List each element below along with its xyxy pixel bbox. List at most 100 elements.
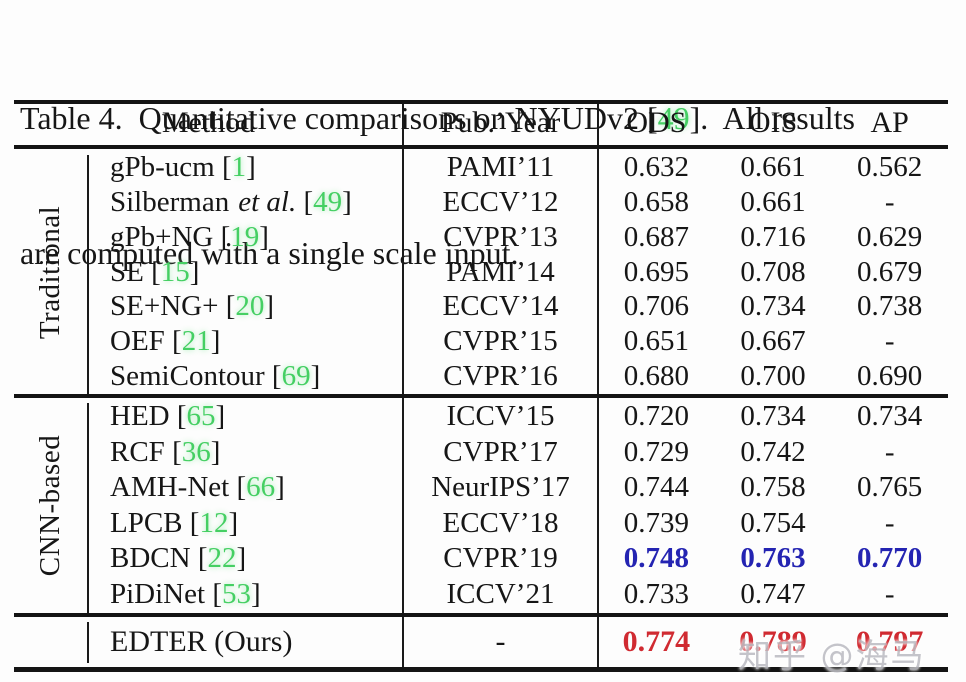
method-cell: SE [15] — [88, 256, 403, 289]
method-cell: gPb-ucm [1] — [88, 151, 403, 184]
cite-close-bracket: ] — [189, 255, 200, 288]
group-separator-rule-1 — [14, 394, 948, 398]
table-row: SE [15] PAMI’14 0.695 0.708 0.679 — [14, 255, 948, 290]
pub-year-cell: ECCV’18 — [442, 506, 559, 539]
citation-number: 22 — [207, 542, 237, 575]
ods-value: 0.695 — [623, 255, 689, 288]
citation-number: 21 — [181, 325, 211, 358]
method-cell: LPCB [12] — [88, 507, 403, 540]
citation-number: 12 — [199, 506, 229, 539]
cite-open-bracket: [ — [296, 185, 314, 218]
table-row: SE+NG+ [20] ECCV’14 0.706 0.734 0.738 — [14, 289, 948, 324]
citation-number: 49 — [313, 185, 343, 218]
pub-year-cell: CVPR’15 — [443, 325, 558, 358]
ois-value: 0.700 — [740, 360, 806, 393]
method-cell: PiDiNet [53] — [88, 578, 403, 611]
ap-value: - — [884, 506, 895, 539]
caption-line-2: are computed with a single scale input. — [20, 235, 519, 271]
ods-value: 0.651 — [623, 325, 689, 358]
method-cell: RCF [36] — [88, 436, 403, 469]
pub-year-cell: ECCV’14 — [442, 290, 559, 323]
pub-year-cell: CVPR’13 — [443, 220, 558, 253]
cite-close-bracket: ] — [228, 506, 239, 539]
method-cell: AMH-Net [66] — [88, 471, 403, 504]
method-cell: SE+NG+ [20] — [88, 290, 403, 323]
column-divider — [597, 149, 599, 394]
cnn-based-group-rows: HED [65] ICCV’15 0.720 0.734 0.734 RCF [… — [14, 399, 948, 612]
method-name: SE — [110, 255, 144, 288]
pub-year-cell: ICCV’15 — [446, 400, 555, 433]
citation-number: 36 — [181, 435, 211, 468]
header-pub-year: Pub.’Year — [440, 106, 561, 139]
ap-value: 0.734 — [857, 400, 923, 433]
pub-year-cell: ICCV’21 — [446, 577, 555, 610]
method-cell: SemiContour [69] — [88, 360, 403, 393]
table-top-rule — [14, 100, 948, 104]
cite-open-bracket: [ — [229, 471, 247, 504]
cite-open-bracket: [ — [143, 255, 161, 288]
method-name: HED — [110, 400, 170, 433]
ois-value: 0.661 — [740, 185, 806, 218]
cite-close-bracket: ] — [259, 220, 269, 253]
cite-close-bracket: ] — [275, 471, 285, 504]
ap-value: - — [884, 435, 895, 468]
cite-close-bracket: ] — [210, 435, 221, 468]
ap-value: - — [884, 185, 895, 218]
pub-year-cell: CVPR’19 — [443, 542, 558, 575]
ap-value-ours: 0.797 — [855, 625, 924, 658]
table-row: gPb+NG [19] CVPR’13 0.687 0.716 0.629 — [14, 220, 948, 255]
method-name: EDTER (Ours) — [110, 625, 293, 658]
group-label-divider — [87, 622, 89, 663]
ods-value-best: 0.748 — [623, 542, 689, 575]
citation-number: 19 — [230, 220, 260, 253]
method-name: gPb-ucm — [110, 150, 215, 183]
header-bottom-rule — [14, 145, 948, 149]
header-method: Method — [161, 106, 256, 139]
ods-value: 0.658 — [623, 185, 689, 218]
table-row: RCF [36] CVPR’17 0.729 0.742 - — [14, 435, 948, 471]
method-cell: OEF [21] — [88, 325, 403, 358]
citation-number: 53 — [221, 577, 251, 610]
ap-value: 0.562 — [857, 150, 923, 183]
column-divider — [402, 398, 404, 613]
ods-value: 0.744 — [623, 471, 689, 504]
method-name: PiDiNet — [110, 577, 206, 610]
caption-text: Table 4. Quantitative comparisons on NYU… — [20, 100, 647, 136]
pub-year-cell: PAMI’11 — [446, 150, 555, 183]
method-name: AMH-Net — [110, 471, 230, 504]
method-name: SemiContour — [110, 360, 265, 393]
ap-value: - — [884, 577, 895, 610]
ois-value: 0.754 — [740, 506, 806, 539]
method-cell: BDCN [22] — [88, 542, 403, 575]
table-header-row: Method Pub.’Year ODS OIS AP — [14, 101, 948, 145]
citation-number: 65 — [186, 400, 216, 433]
table-row: HED [65] ICCV’15 0.720 0.734 0.734 — [14, 399, 948, 435]
citation-number: 69 — [281, 360, 311, 393]
header-ois: OIS — [748, 106, 798, 139]
table-row: LPCB [12] ECCV’18 0.739 0.754 - — [14, 506, 948, 542]
ods-value: 0.687 — [623, 220, 689, 253]
ois-value: 0.667 — [740, 325, 806, 358]
ods-value: 0.632 — [623, 150, 689, 183]
ods-value: 0.680 — [623, 360, 689, 393]
method-cell: EDTER (Ours) — [88, 625, 403, 659]
citation-number: 15 — [160, 255, 190, 288]
ods-value-ours: 0.774 — [622, 625, 691, 658]
ods-value: 0.739 — [623, 506, 689, 539]
table-row: gPb-ucm [1] PAMI’11 0.632 0.661 0.562 — [14, 150, 948, 185]
pub-year-cell: CVPR’16 — [443, 360, 558, 393]
method-name: OEF — [110, 325, 165, 358]
cite-close-bracket: ] — [310, 360, 321, 393]
ap-value: 0.765 — [857, 471, 923, 504]
cite-close-bracket: ] — [250, 577, 261, 610]
column-divider — [402, 617, 404, 667]
header-ap: AP — [870, 106, 909, 139]
zhihu-watermark: 知乎 @海马 — [738, 636, 926, 675]
ods-value: 0.733 — [623, 577, 689, 610]
method-name: SE+NG+ — [110, 290, 219, 323]
cite-open-bracket: [ — [169, 400, 187, 433]
traditional-group-rows: gPb-ucm [1] PAMI’11 0.632 0.661 0.562 Si… — [14, 150, 948, 394]
table-row: OEF [21] CVPR’15 0.651 0.667 - — [14, 324, 948, 359]
ois-value: 0.716 — [740, 220, 806, 253]
method-cell: HED [65] — [88, 400, 403, 433]
